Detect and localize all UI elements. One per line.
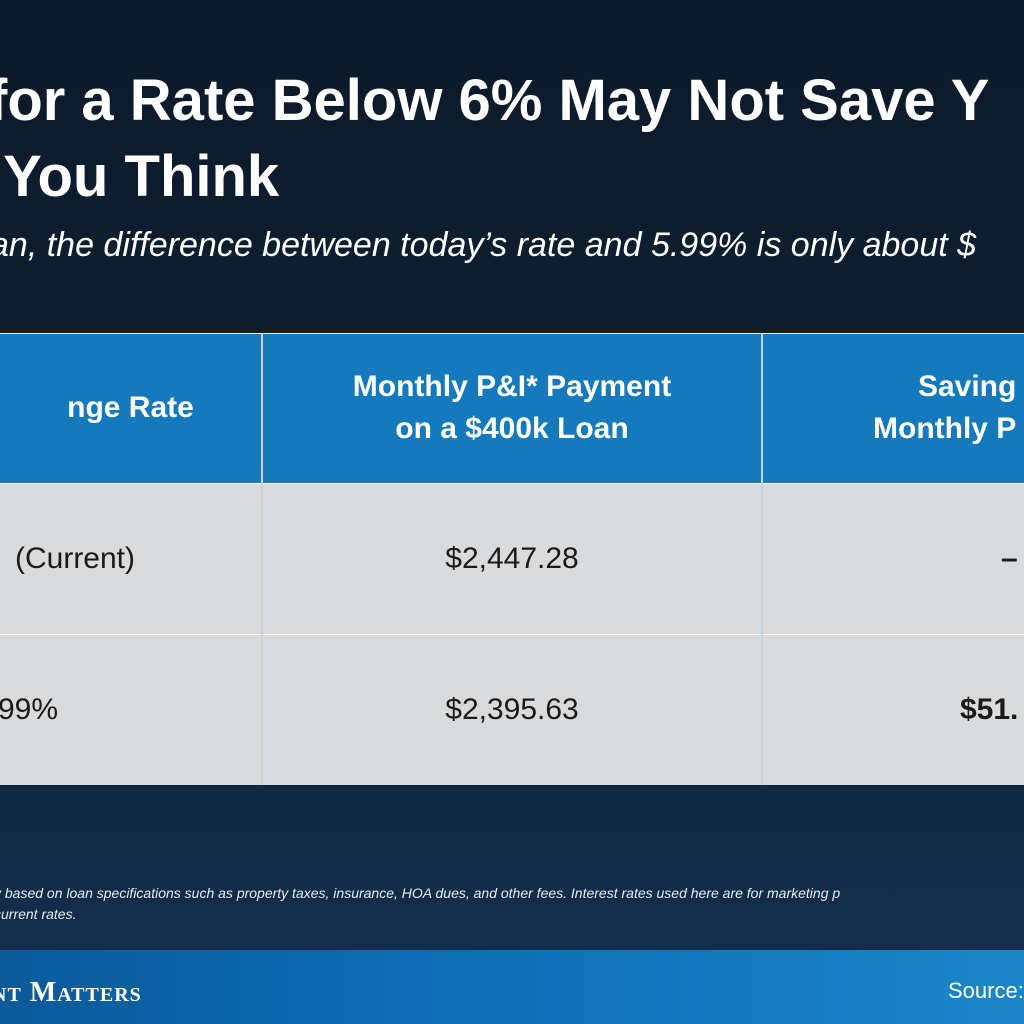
table-row-target-savings: $51. — [763, 635, 1024, 785]
target-savings-cell: $51. — [960, 693, 1019, 726]
current-payment-cell: $2,447.28 — [445, 542, 579, 575]
footnote-line-3: current rates. — [0, 906, 77, 922]
rate-comparison-table: nge Rate Monthly P&I* Payment on a $400k… — [0, 333, 1024, 785]
table-row-current-payment: $2,447.28 — [263, 484, 761, 634]
title-line-2: . You Think — [0, 144, 280, 209]
table-column-divider-1 — [261, 333, 263, 785]
header-savings: Saving Monthly P — [763, 333, 1024, 483]
table-row-target-payment: $2,395.63 — [263, 635, 761, 785]
header-mortgage-rate-label: nge Rate — [67, 391, 194, 424]
footnote-line-1: t. — [0, 838, 2, 852]
footer-band: nt Matters Source: — [0, 950, 1024, 1024]
table-divider-1 — [0, 483, 1024, 484]
table-row-current-rate: (Current) — [0, 484, 261, 634]
table-column-divider-2 — [761, 333, 763, 785]
footnote-line-2: y based on loan specifications such as p… — [0, 885, 841, 901]
target-payment-cell: $2,395.63 — [445, 693, 579, 726]
current-savings-cell: – — [1001, 542, 1018, 575]
header-savings-label: Saving Monthly P — [873, 370, 1017, 445]
title-line-1: for a Rate Below 6% May Not Save Y — [0, 68, 990, 133]
target-rate-cell: 99% — [0, 693, 59, 726]
table-divider-2 — [0, 634, 1024, 635]
table-top-border — [0, 333, 1024, 334]
table-row-current-savings: – — [763, 484, 1024, 634]
header-monthly-payment-label: Monthly P&I* Payment on a $400k Loan — [352, 370, 672, 445]
source-label: Source: — [948, 978, 1024, 1003]
table-row-target-rate: 99% — [0, 635, 261, 785]
brand-logo-text: nt Matters — [0, 977, 142, 1008]
current-rate-cell: (Current) — [14, 542, 135, 575]
header-monthly-payment: Monthly P&I* Payment on a $400k Loan — [263, 333, 761, 483]
header-mortgage-rate: nge Rate — [0, 333, 261, 483]
subtitle: an, the difference between today’s rate … — [0, 226, 977, 264]
